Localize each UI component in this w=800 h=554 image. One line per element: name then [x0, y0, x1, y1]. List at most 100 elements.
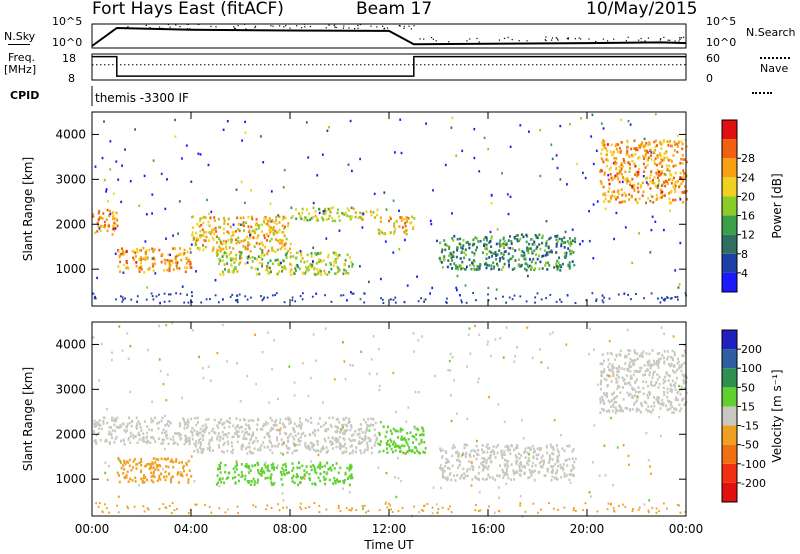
velocity-scatter	[377, 466, 380, 469]
power-cell-2	[275, 231, 278, 235]
velocity-scatter	[456, 412, 458, 415]
velocity-cell-6	[649, 371, 652, 374]
velocity-ground	[285, 506, 288, 509]
power-cell-6	[472, 238, 475, 242]
power-cell-4	[304, 272, 306, 275]
velocity-cell-2	[249, 438, 252, 442]
velocity-cell-6	[633, 369, 636, 373]
velocity-cell-6	[620, 367, 623, 370]
velocity-cell-0	[146, 441, 149, 445]
velocity-cell-6	[641, 353, 644, 357]
velocity-cell-2	[300, 427, 302, 430]
power-cell-1	[140, 267, 143, 271]
velocity-cell-3	[261, 470, 264, 474]
velocity-cell-0	[96, 421, 99, 424]
velocity-cell-3	[308, 472, 311, 476]
power-cell-4	[325, 263, 327, 266]
power-cell-0	[98, 218, 100, 222]
power-cell-6	[523, 251, 526, 255]
nsearch-point	[399, 25, 401, 27]
velocity-scatter	[151, 400, 153, 403]
velocity-cell-2	[312, 431, 315, 435]
power-cell-6	[545, 241, 548, 245]
velocity-cell-5	[516, 459, 519, 463]
power-ground	[275, 292, 278, 295]
velocity-cell-2	[376, 437, 378, 441]
velocity-cell-0	[126, 429, 129, 432]
power-cell-7	[629, 183, 632, 187]
power-cell-4	[332, 251, 335, 255]
velocity-scatter	[513, 360, 516, 363]
power-ground	[136, 295, 139, 298]
velocity-cell-6	[614, 406, 617, 410]
power-scatter	[642, 175, 645, 178]
power-cell-3	[350, 215, 353, 218]
power-cell-7	[631, 186, 634, 190]
velocity-cell-6	[601, 353, 604, 356]
power-cell-2	[274, 238, 277, 241]
velocity-cell-2	[226, 440, 229, 443]
power-ground	[158, 293, 160, 296]
power-scatter	[249, 234, 251, 237]
velocity-cell-5	[554, 476, 557, 479]
velocity-cell-5	[489, 457, 492, 460]
power-ground	[403, 301, 406, 304]
power-scatter	[529, 264, 531, 268]
velocity-ground	[104, 503, 106, 506]
velocity-cell-6	[612, 373, 615, 377]
velocity-cell-2	[299, 436, 302, 439]
velocity-cell-0	[154, 416, 157, 420]
velocity-cell-2	[267, 431, 270, 435]
power-cell-2	[192, 238, 195, 241]
power-cell-4	[223, 251, 226, 254]
velocity-ground	[413, 505, 415, 508]
velocity-cell-0	[188, 436, 191, 440]
velocity-scatter	[478, 491, 481, 494]
velocity-cell-3	[349, 474, 352, 478]
power-cell-7	[618, 165, 621, 169]
power-scatter	[660, 184, 663, 187]
power-cell-4	[238, 257, 241, 260]
velocity-scatter	[673, 411, 675, 414]
velocity-cell-2	[295, 449, 298, 452]
velocity-scatter	[440, 464, 442, 467]
velocity-cell-6	[612, 371, 615, 374]
velocity-cell-2	[213, 418, 216, 422]
power-cell-2	[216, 248, 219, 252]
power-scatter	[277, 214, 280, 217]
power-cell-6	[500, 268, 503, 271]
velocity-cell-5	[462, 452, 465, 455]
nsearch-label: N.Search	[746, 26, 796, 39]
velocity-cell-0	[111, 436, 113, 440]
velocity-cell-1	[169, 460, 172, 463]
power-cell-6	[457, 268, 459, 271]
velocity-cell-6	[612, 405, 615, 408]
power-scatter	[483, 136, 486, 140]
velocity-ground	[524, 510, 527, 513]
power-cell-6	[526, 263, 529, 267]
velocity-cell-6	[622, 379, 625, 382]
velocity-cell-6	[628, 408, 631, 411]
power-scatter	[93, 296, 96, 300]
velocity-ground	[108, 511, 111, 514]
velocity-cell-0	[137, 431, 140, 435]
velocity-scatter	[362, 507, 364, 510]
velocity-cell-6	[636, 378, 638, 381]
velocity-cell-0	[129, 441, 132, 444]
power-cell-6	[447, 259, 450, 262]
power-ground	[175, 292, 177, 295]
power-ground	[446, 297, 448, 300]
nsearch-point	[245, 28, 247, 30]
velocity-cell-1	[160, 472, 163, 476]
nave-label: Nave	[760, 62, 789, 75]
velocity-scatter	[360, 350, 363, 354]
velocity-scatter	[342, 426, 344, 429]
velocity-cell-2	[208, 449, 211, 453]
power-scatter	[398, 248, 401, 251]
power-cell-2	[194, 241, 197, 245]
velocity-ground	[350, 509, 353, 512]
nsearch-point	[357, 24, 359, 27]
velocity-scatter	[667, 399, 669, 402]
velocity-cell-5	[502, 476, 505, 480]
power-cell-7	[638, 155, 641, 159]
